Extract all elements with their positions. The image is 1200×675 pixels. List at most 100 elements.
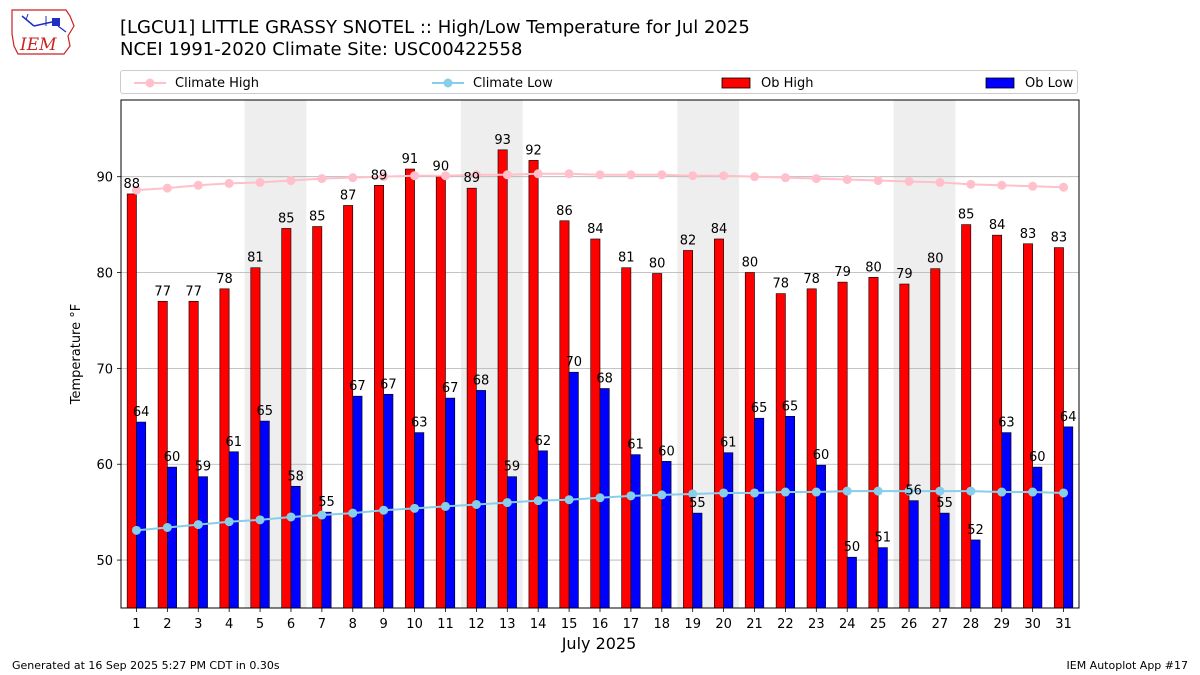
ob-high-bar-5 bbox=[250, 267, 261, 609]
x-tick-label-18: 18 bbox=[654, 617, 671, 632]
climate-low-point-13 bbox=[502, 498, 512, 508]
climate-low-point-7 bbox=[317, 510, 327, 520]
x-tick-label-9: 9 bbox=[380, 617, 388, 632]
x-tick-label-10: 10 bbox=[406, 617, 423, 632]
ob-low-bar-6 bbox=[290, 485, 301, 609]
ob-low-bar-28 bbox=[970, 539, 981, 609]
ob-low-label-11: 67 bbox=[442, 381, 459, 396]
climate-high-point-9 bbox=[379, 172, 389, 182]
climate-low-point-17 bbox=[626, 491, 636, 501]
climate-low-point-11 bbox=[440, 501, 450, 511]
ob-low-label-27: 55 bbox=[936, 496, 953, 511]
iem-logo-graphic bbox=[11, 9, 75, 55]
climate-high-point-29 bbox=[997, 180, 1007, 190]
climate-low-point-23 bbox=[811, 487, 821, 497]
ob-low-label-30: 60 bbox=[1029, 450, 1046, 465]
climate-low-point-24 bbox=[842, 486, 852, 496]
x-tick-label-27: 27 bbox=[932, 617, 949, 632]
climate-low-point-28 bbox=[966, 486, 976, 496]
ob-low-bar-7 bbox=[321, 511, 332, 609]
ob-low-label-5: 65 bbox=[256, 404, 273, 419]
y-axis-label: Temperature °F bbox=[69, 304, 84, 405]
climate-high-point-21 bbox=[750, 172, 760, 182]
climate-low-point-10 bbox=[410, 503, 420, 513]
ob-high-label-1: 88 bbox=[124, 177, 141, 192]
climate-high-point-7 bbox=[317, 174, 327, 184]
ob-low-label-23: 60 bbox=[813, 448, 830, 463]
climate-low-point-30 bbox=[1028, 487, 1038, 497]
ob-low-label-22: 65 bbox=[782, 399, 799, 414]
ob-high-label-13: 93 bbox=[494, 133, 511, 148]
ob-low-label-20: 61 bbox=[720, 436, 737, 451]
x-tick-label-13: 13 bbox=[499, 617, 516, 632]
chart-subtitle: NCEI 1991-2020 Climate Site: USC00422558 bbox=[120, 39, 523, 60]
ob-low-label-24: 50 bbox=[844, 540, 861, 555]
climate-low-point-3 bbox=[193, 520, 203, 530]
ob-low-label-21: 65 bbox=[751, 401, 768, 416]
x-tick-label-26: 26 bbox=[901, 617, 918, 632]
climate-low-point-20 bbox=[719, 488, 729, 498]
ob-low-bar-18 bbox=[661, 461, 672, 609]
ob-low-label-14: 62 bbox=[535, 434, 552, 449]
ob-high-label-28: 85 bbox=[958, 208, 975, 223]
ob-low-label-7: 55 bbox=[318, 495, 335, 510]
ob-low-bar-2 bbox=[167, 466, 177, 609]
ob-low-bar-20 bbox=[723, 452, 734, 609]
climate-high-point-25 bbox=[873, 176, 883, 186]
ob-high-bar-8 bbox=[343, 205, 354, 609]
ob-high-bar-28 bbox=[961, 224, 972, 609]
climate-low-point-1 bbox=[131, 525, 141, 535]
ob-high-bar-24 bbox=[837, 281, 848, 609]
climate-low-point-6 bbox=[286, 512, 296, 522]
ob-high-bar-1 bbox=[126, 193, 137, 609]
climate-low-point-8 bbox=[348, 508, 358, 518]
x-tick-label-14: 14 bbox=[530, 617, 547, 632]
ob-high-label-25: 80 bbox=[865, 260, 882, 275]
climate-high-point-2 bbox=[162, 183, 172, 193]
climate-high-point-30 bbox=[1028, 181, 1038, 191]
x-tick-label-19: 19 bbox=[684, 617, 701, 632]
ob-high-bar-13 bbox=[497, 149, 508, 609]
ob-low-bar-21 bbox=[754, 417, 765, 609]
legend-label-ob-low: Ob Low bbox=[1025, 75, 1074, 91]
ob-high-bar-21 bbox=[744, 272, 755, 609]
ob-high-label-15: 86 bbox=[556, 204, 573, 219]
climate-high-point-16 bbox=[595, 170, 605, 180]
ob-high-label-6: 85 bbox=[278, 211, 295, 226]
climate-low-point-18 bbox=[657, 490, 667, 500]
climate-high-point-11 bbox=[440, 171, 450, 181]
ob-low-bar-10 bbox=[414, 432, 425, 609]
ob-low-bar-24 bbox=[846, 556, 857, 609]
ob-high-bar-7 bbox=[312, 226, 323, 609]
ob-low-bar-8 bbox=[352, 395, 363, 609]
climate-low-point-19 bbox=[688, 489, 698, 499]
ob-low-bar-25 bbox=[877, 547, 888, 609]
ob-high-bar-18 bbox=[652, 273, 663, 609]
x-tick-label-3: 3 bbox=[194, 617, 202, 632]
climate-high-point-23 bbox=[811, 174, 821, 184]
ob-low-label-19: 55 bbox=[689, 496, 706, 511]
ob-low-bar-31 bbox=[1063, 426, 1074, 609]
legend-item-ob-low: Ob Low bbox=[983, 74, 1073, 92]
legend-item-ob-high: Ob High bbox=[719, 74, 814, 92]
ob-high-label-5: 81 bbox=[247, 251, 264, 266]
climate-high-point-10 bbox=[410, 171, 420, 181]
ob-high-label-3: 77 bbox=[185, 284, 202, 299]
chart-title: [LGCU1] LITTLE GRASSY SNOTEL :: High/Low… bbox=[120, 17, 750, 38]
climate-high-point-6 bbox=[286, 176, 296, 186]
iem-logo-text: IEM bbox=[20, 35, 57, 55]
ob-low-bar-13 bbox=[506, 476, 517, 609]
ob-high-label-29: 84 bbox=[989, 218, 1006, 233]
x-tick-label-11: 11 bbox=[437, 617, 454, 632]
climate-low-point-4 bbox=[224, 517, 234, 527]
y-tick-label-60: 60 bbox=[96, 458, 113, 473]
climate-high-point-15 bbox=[564, 169, 574, 179]
legend-item-climate-low: Climate Low bbox=[431, 74, 553, 92]
y-tick-label-90: 90 bbox=[96, 171, 113, 186]
y-tick-label-50: 50 bbox=[96, 554, 113, 569]
ob-high-bar-15 bbox=[559, 220, 570, 609]
ob-high-bar-31 bbox=[1053, 247, 1064, 609]
ob-low-bar-3 bbox=[197, 476, 208, 609]
ob-high-label-17: 81 bbox=[618, 251, 635, 266]
climate-high-point-8 bbox=[348, 173, 358, 183]
